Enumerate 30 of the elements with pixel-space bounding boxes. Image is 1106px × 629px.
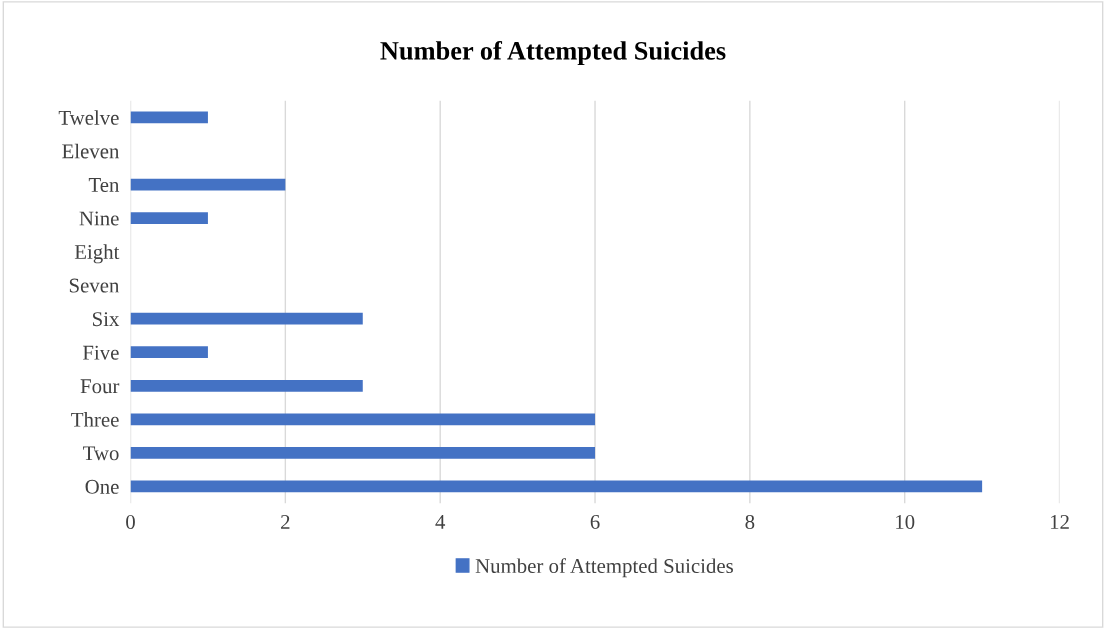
x-tick-label: 10 xyxy=(896,514,915,529)
bar xyxy=(130,346,208,359)
x-tick-label: 6 xyxy=(590,514,600,529)
y-tick-label: Five xyxy=(82,345,119,360)
bar xyxy=(130,178,286,191)
y-tick-label: One xyxy=(85,479,119,494)
bar xyxy=(130,111,208,124)
x-tick-label: 4 xyxy=(435,515,446,529)
y-tick-label: Nine xyxy=(79,211,119,226)
bar xyxy=(130,312,363,325)
y-tick-label: Two xyxy=(83,446,119,461)
bar xyxy=(130,447,596,459)
y-tick-label: Four xyxy=(80,379,120,394)
x-tick-label: 8 xyxy=(745,514,755,529)
y-tick-label: Twelve xyxy=(58,110,119,125)
y-tick-label: Eleven xyxy=(62,143,120,159)
y-tick-label: Six xyxy=(93,312,120,327)
bar xyxy=(130,379,363,392)
y-tick-label: Eight xyxy=(74,244,120,264)
bar xyxy=(130,480,983,493)
chart-title: Number of Attempted Suicides xyxy=(380,40,726,66)
y-tick-label: Three xyxy=(71,412,119,427)
bar xyxy=(130,212,208,224)
x-tick-label: 12 xyxy=(1050,514,1069,529)
x-tick-label: 0 xyxy=(126,514,135,529)
y-tick-label: Ten xyxy=(88,178,120,192)
legend-label: Number of Attempted Suicides xyxy=(475,558,733,578)
bar xyxy=(130,413,596,426)
x-tick-label: 2 xyxy=(281,514,290,529)
y-tick-label: Seven xyxy=(69,278,120,293)
